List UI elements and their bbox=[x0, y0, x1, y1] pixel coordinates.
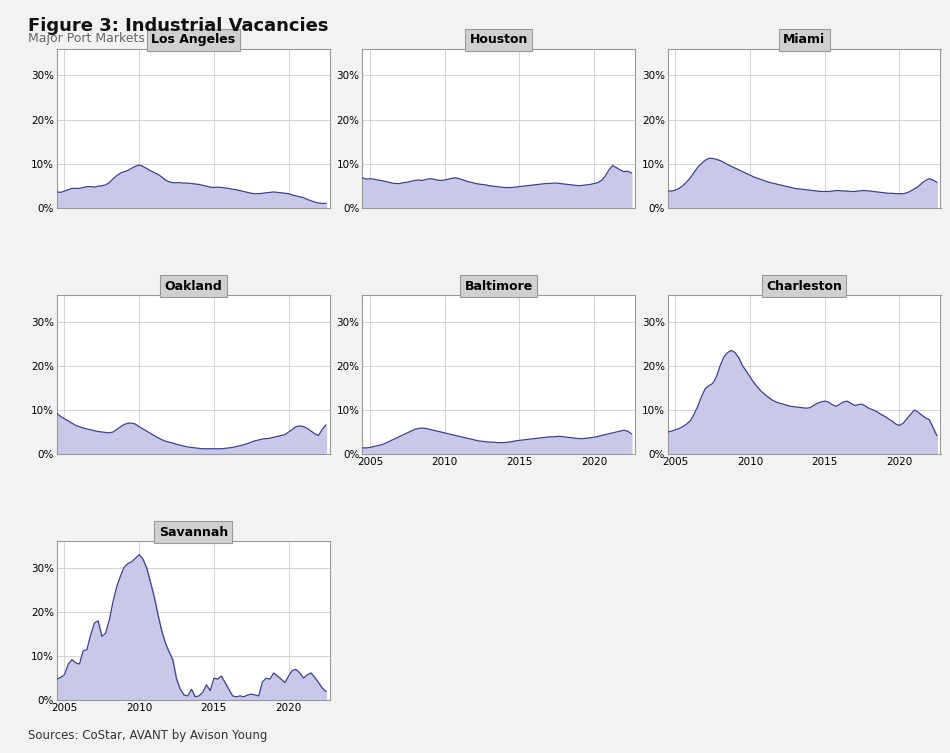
Text: Sources: CoStar, AVANT by Avison Young: Sources: CoStar, AVANT by Avison Young bbox=[28, 729, 268, 742]
Title: Oakland: Oakland bbox=[164, 279, 222, 293]
Title: Charleston: Charleston bbox=[767, 279, 842, 293]
Title: Houston: Houston bbox=[469, 33, 528, 47]
Title: Savannah: Savannah bbox=[159, 526, 228, 539]
Text: Major Port Markets: Major Port Markets bbox=[28, 32, 145, 45]
Title: Baltimore: Baltimore bbox=[465, 279, 533, 293]
Text: Figure 3: Industrial Vacancies: Figure 3: Industrial Vacancies bbox=[28, 17, 329, 35]
Title: Miami: Miami bbox=[783, 33, 826, 47]
Title: Los Angeles: Los Angeles bbox=[151, 33, 236, 47]
